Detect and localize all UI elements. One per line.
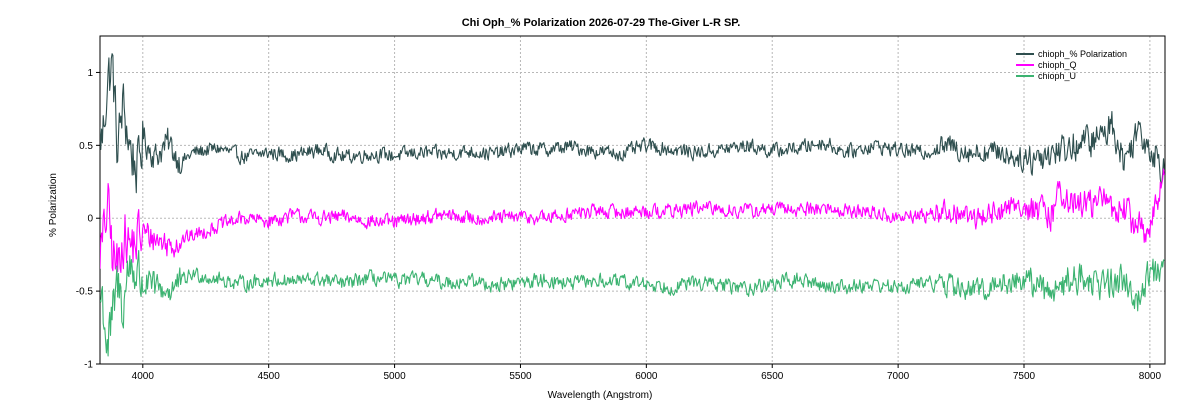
y-tick-label: 0.5 <box>79 141 93 152</box>
legend: chioph_% Polarization chioph_Q chioph_U <box>1016 49 1127 81</box>
x-tick-label: 6500 <box>761 371 784 382</box>
y-tick-label: 0 <box>87 214 93 225</box>
y-tick-label: -1 <box>84 360 93 371</box>
x-tick-label: 4500 <box>258 371 281 382</box>
x-tick-label: 4000 <box>132 371 155 382</box>
legend-label-u: chioph_U <box>1038 71 1076 81</box>
x-tick-label: 5500 <box>509 371 532 382</box>
x-tick-label: 8000 <box>1139 371 1162 382</box>
plot-area <box>99 35 1166 365</box>
x-axis-label: Wavelength (Angstrom) <box>548 390 653 401</box>
chart-title: Chi Oph_% Polarization 2026-07-29 The-Gi… <box>462 17 741 29</box>
series-line-u <box>100 250 1165 357</box>
y-tick-label: 1 <box>87 68 93 79</box>
legend-label-polarization: chioph_% Polarization <box>1038 49 1127 59</box>
x-tick-label: 7000 <box>887 371 910 382</box>
x-tick-label: 6000 <box>635 371 658 382</box>
y-axis-label: % Polarization <box>48 173 59 237</box>
x-tick-label: 5000 <box>383 371 406 382</box>
x-tick-label: 7500 <box>1013 371 1036 382</box>
y-tick-label: -0.5 <box>76 287 94 298</box>
legend-label-q: chioph_Q <box>1038 60 1077 70</box>
series-line-q <box>100 168 1165 274</box>
series-line-polarization <box>100 53 1165 194</box>
